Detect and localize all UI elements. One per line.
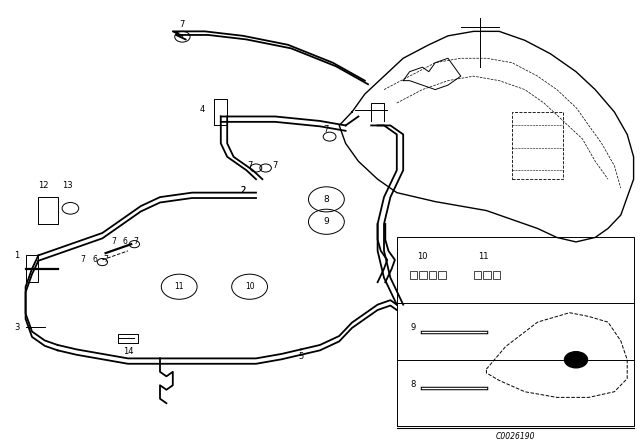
- Text: 8: 8: [324, 195, 329, 204]
- Bar: [483, 271, 491, 279]
- Bar: [429, 271, 436, 279]
- Text: 3: 3: [14, 323, 19, 332]
- Text: 11: 11: [478, 252, 488, 261]
- Text: 13: 13: [62, 181, 72, 190]
- Text: 2: 2: [241, 186, 246, 195]
- Text: 7: 7: [104, 255, 109, 264]
- Text: C0026190: C0026190: [495, 432, 535, 441]
- Text: 1: 1: [14, 251, 19, 260]
- Text: 5: 5: [298, 352, 303, 361]
- Text: 7: 7: [324, 125, 329, 134]
- Text: 6: 6: [92, 255, 97, 264]
- Text: 4: 4: [200, 105, 205, 114]
- Circle shape: [564, 352, 588, 368]
- Text: 10: 10: [417, 252, 428, 261]
- Text: 2: 2: [241, 186, 246, 195]
- Bar: [438, 271, 446, 279]
- Text: 10: 10: [244, 282, 255, 291]
- Text: 7: 7: [272, 161, 277, 170]
- Text: 9: 9: [324, 217, 329, 226]
- Text: 7: 7: [133, 237, 138, 246]
- Text: 11: 11: [175, 282, 184, 291]
- Bar: [410, 271, 417, 279]
- Text: 14: 14: [123, 347, 133, 356]
- Text: 7: 7: [111, 237, 116, 246]
- Text: 9: 9: [410, 323, 415, 332]
- Text: 7: 7: [81, 255, 86, 264]
- Text: 7: 7: [248, 161, 253, 170]
- Bar: [493, 271, 500, 279]
- Bar: [419, 271, 427, 279]
- Text: 7: 7: [180, 20, 185, 29]
- Text: 8: 8: [410, 380, 415, 389]
- Bar: [474, 271, 481, 279]
- Text: 6: 6: [122, 237, 127, 246]
- Text: 12: 12: [38, 181, 49, 190]
